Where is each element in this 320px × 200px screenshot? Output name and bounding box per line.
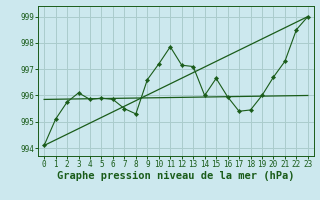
X-axis label: Graphe pression niveau de la mer (hPa): Graphe pression niveau de la mer (hPa) [57,171,295,181]
